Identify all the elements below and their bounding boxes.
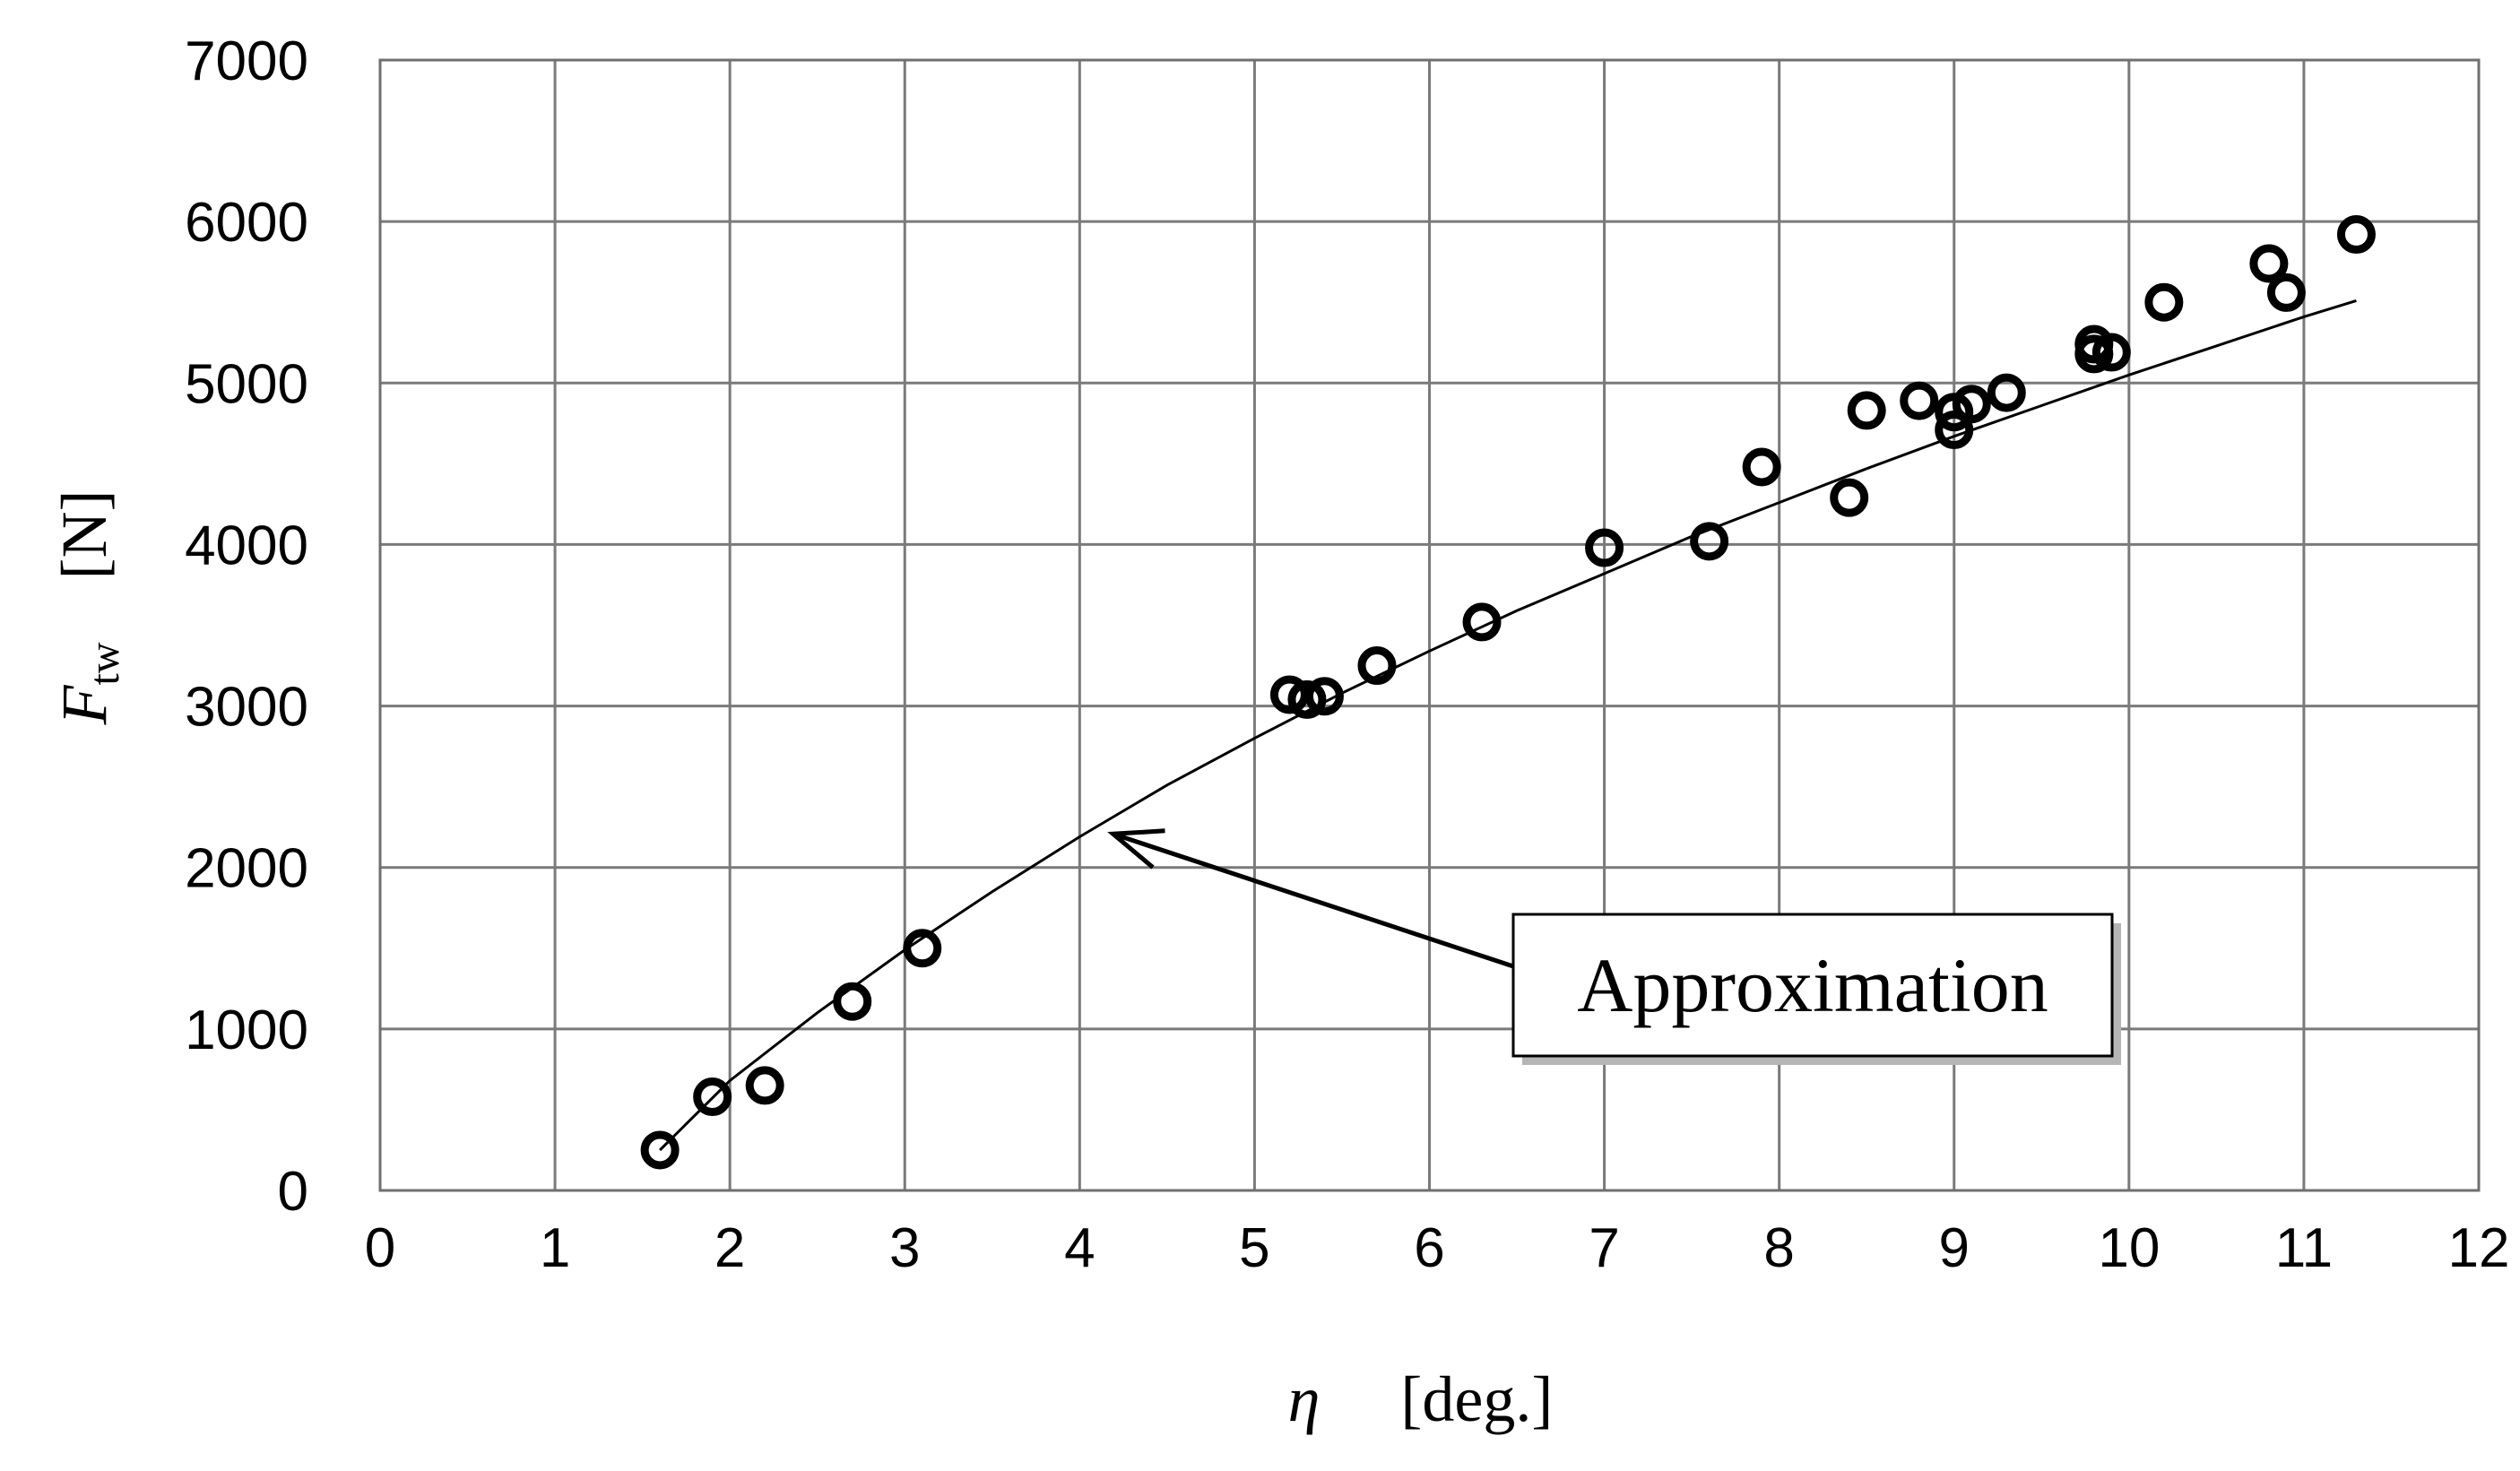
x-tick-label: 4 [1064, 1217, 1095, 1279]
x-tick-label: 3 [889, 1217, 920, 1279]
x-tick-label: 6 [1414, 1217, 1444, 1279]
x-tick-label: 0 [365, 1217, 395, 1279]
data-point [1900, 381, 1939, 420]
y-tick-label: 4000 [185, 515, 308, 576]
data-point [1304, 677, 1344, 716]
data-point [1269, 675, 1309, 714]
x-tick-label: 5 [1239, 1217, 1269, 1279]
data-point [1357, 646, 1397, 686]
plot-frame [378, 58, 2481, 1192]
data-point [2144, 282, 2184, 322]
data-point [903, 929, 942, 968]
x-tick-label: 9 [1939, 1217, 1970, 1279]
y-tick-label: 5000 [185, 353, 308, 415]
data-point [833, 982, 872, 1021]
x-tick-label: 8 [1763, 1217, 1794, 1279]
y-axis-unit: [N] [48, 490, 120, 580]
approximation-annotation: Approximation [1107, 828, 2121, 1065]
data-point [1742, 447, 1781, 487]
x-tick-label: 1 [540, 1217, 570, 1279]
data-point [1287, 679, 1327, 719]
x-tick-label: 2 [714, 1217, 745, 1279]
x-axis-unit: [deg.] [1400, 1363, 1553, 1435]
data-point [1935, 411, 1974, 450]
data-point [2266, 273, 2306, 312]
approximation-line [659, 299, 2357, 1152]
data-points [640, 215, 2376, 1170]
data-point [1690, 522, 1729, 561]
data-point [1462, 602, 1502, 642]
annotation-box [1511, 913, 2114, 1058]
x-axis-title: η [deg.] [1288, 1363, 1554, 1435]
data-point [1952, 385, 1991, 424]
y-tick-label: 1000 [185, 999, 308, 1061]
y-tick-labels: 0 1000 2000 3000 4000 5000 6000 7000 [185, 30, 308, 1223]
y-tick-label: 0 [278, 1161, 308, 1223]
x-tick-label: 11 [2275, 1217, 2333, 1279]
y-axis-symbol: F [48, 684, 120, 725]
x-tick-labels: 0 1 2 3 4 5 6 7 8 9 10 11 12 [365, 1217, 2510, 1279]
data-point [1830, 478, 1869, 517]
annotation-arrowhead [1107, 828, 1165, 870]
data-point [745, 1066, 784, 1105]
data-point [1847, 391, 1886, 430]
data-point [640, 1130, 680, 1170]
data-point [1987, 373, 2026, 412]
annotation-label: Approximation [1577, 942, 2048, 1028]
y-axis-title: Ftw [N] [48, 490, 128, 726]
data-point [2249, 244, 2289, 283]
data-point [2336, 215, 2376, 255]
y-tick-label: 6000 [185, 192, 308, 254]
data-point [2091, 333, 2131, 372]
y-tick-label: 7000 [185, 30, 308, 92]
data-point [693, 1077, 732, 1117]
y-axis-subscript: tw [81, 642, 128, 685]
x-tick-label: 10 [2098, 1217, 2160, 1279]
x-tick-label: 7 [1589, 1217, 1619, 1279]
data-point [1585, 528, 1624, 567]
x-tick-label: 12 [2448, 1217, 2510, 1279]
y-tick-label: 2000 [185, 838, 308, 900]
y-tick-label: 3000 [185, 677, 308, 739]
data-point [2074, 334, 2114, 374]
x-axis-symbol: η [1288, 1363, 1321, 1435]
grid [380, 60, 2479, 1190]
annotation-arrow [1112, 831, 1514, 969]
